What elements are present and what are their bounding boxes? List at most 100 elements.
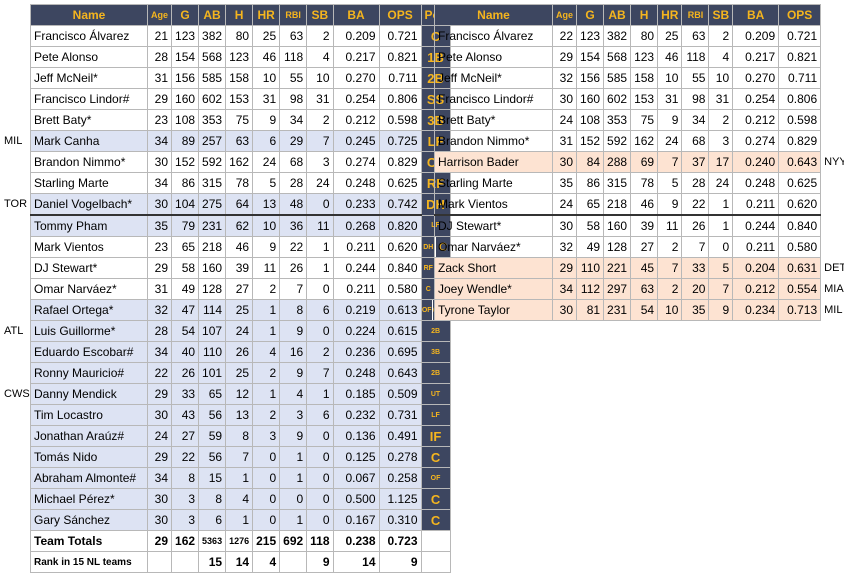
player-h: 7	[225, 446, 254, 468]
player-sb: 7	[306, 130, 334, 152]
player-row: Francisco Lindor# 30 160 602 153 31 98 31 0.254 0…	[434, 88, 822, 110]
player-ba: 0.211	[732, 236, 780, 258]
player-ba: 0.270	[332, 67, 380, 89]
player-g: 86	[576, 172, 605, 194]
player-g: 8	[171, 467, 200, 489]
player-h: 27	[630, 236, 659, 258]
player-ops: 0.711	[778, 67, 822, 89]
col-ba-header: BA	[732, 4, 780, 26]
player-g: 3	[171, 509, 200, 531]
rank-h: 14	[225, 551, 254, 573]
player-sb: 0	[306, 425, 334, 447]
header-row: Name Age G AB H HR RBI SB BA OPS	[434, 4, 822, 26]
player-ops: 0.598	[378, 109, 422, 131]
totals-sb: 118	[306, 530, 334, 552]
player-ba: 0.248	[332, 362, 380, 384]
player-row: Tyrone Taylor 30 81 231 54 10 35 9 0.234 0.713	[434, 299, 822, 321]
player-ab: 585	[603, 67, 632, 89]
player-g: 108	[576, 109, 605, 131]
player-rbi: 26	[681, 214, 710, 237]
player-hr: 5	[657, 172, 683, 194]
player-rbi: 4	[279, 383, 308, 405]
player-ops: 0.829	[778, 130, 822, 152]
player-ab: 382	[603, 25, 632, 47]
player-row: Mark Canha 34 89 257 63 6 29 7 0.245 0.725 LF	[30, 130, 451, 152]
player-age: 30	[551, 151, 578, 173]
player-ops: 0.598	[778, 109, 822, 131]
player-ab: 101	[198, 362, 227, 384]
player-rbi: 68	[681, 130, 710, 152]
col-age-header: Age	[146, 4, 173, 26]
player-hr: 3	[252, 425, 281, 447]
player-h: 64	[225, 193, 254, 216]
player-g: 84	[576, 151, 605, 173]
player-ops: 0.258	[378, 467, 422, 489]
player-sb: 0	[306, 278, 334, 300]
player-ops: 0.806	[778, 88, 822, 110]
player-ba: 0.248	[332, 172, 380, 194]
player-ba: 0.217	[732, 46, 780, 68]
player-g: 58	[171, 257, 200, 279]
player-g: 3	[171, 488, 200, 510]
player-ab: 585	[198, 67, 227, 89]
player-row: Starling Marte 35 86 315 78 5 28 24 0.248 0.625	[434, 172, 822, 194]
player-row: Mark Vientos 24 65 218 46 9 22 1 0.211 0.620	[434, 193, 822, 216]
col-h-header: H	[225, 4, 254, 26]
player-row: Pete Alonso 29 154 568 123 46 118 4 0.217 0.821	[434, 46, 822, 68]
player-age: 30	[551, 214, 578, 237]
position-small: RF	[423, 264, 433, 272]
col-ba-header: BA	[332, 4, 380, 26]
player-age: 32	[146, 299, 173, 321]
player-hr: 25	[252, 25, 281, 47]
player-ba: 0.067	[332, 467, 380, 489]
player-hr: 11	[657, 214, 683, 237]
player-row: Brandon Nimmo* 31 152 592 162 24 68 3 0.274 0.829	[434, 130, 822, 152]
player-ops: 0.721	[378, 25, 422, 47]
player-rbi: 7	[681, 236, 710, 258]
player-rbi: 16	[279, 341, 308, 363]
player-row: Gary Sánchez 30 3 6 1 0 1 0 0.167 0.310 C	[30, 509, 451, 531]
player-ab: 602	[198, 88, 227, 110]
player-g: 40	[171, 341, 200, 363]
player-row: Omar Narváez* 32 49 128 27 2 7 0 0.211 0.580	[434, 236, 822, 258]
player-row: Brett Baty* 24 108 353 75 9 34 2 0.212 0.598	[434, 109, 822, 131]
player-ops: 0.625	[778, 172, 822, 194]
player-hr: 0	[252, 509, 281, 531]
player-ba: 0.236	[332, 341, 380, 363]
player-age: 29	[146, 257, 173, 279]
player-rbi: 63	[681, 25, 710, 47]
player-hr: 10	[252, 214, 281, 237]
position-small: C	[425, 285, 431, 293]
player-sb: 6	[306, 404, 334, 426]
player-h: 62	[225, 214, 254, 237]
position-small: OF	[421, 306, 432, 314]
col-h-header: H	[630, 4, 659, 26]
player-ab: 297	[603, 278, 632, 300]
player-h: 162	[225, 151, 254, 173]
player-sb: 11	[306, 214, 334, 237]
player-name: Tomás Nido	[30, 446, 148, 468]
player-hr: 1	[252, 383, 281, 405]
player-hr: 2	[252, 404, 281, 426]
player-g: 81	[576, 299, 605, 321]
player-age: 29	[146, 446, 173, 468]
player-ba: 0.219	[332, 299, 380, 321]
player-g: 104	[171, 193, 200, 216]
player-ba: 0.240	[732, 151, 780, 173]
col-sb-header: SB	[306, 4, 334, 26]
player-ab: 218	[603, 193, 632, 216]
player-ab: 568	[603, 46, 632, 68]
player-h: 123	[225, 46, 254, 68]
player-sb: 0	[306, 488, 334, 510]
player-h: 78	[630, 172, 659, 194]
position-badge: 2B	[420, 362, 451, 384]
player-age: 30	[146, 509, 173, 531]
player-ba: 0.136	[332, 425, 380, 447]
player-age: 24	[146, 425, 173, 447]
player-h: 54	[630, 299, 659, 321]
player-sb: 2	[306, 109, 334, 131]
player-ops: 0.643	[778, 151, 822, 173]
player-g: 49	[171, 278, 200, 300]
player-name: Mark Vientos	[434, 193, 553, 216]
player-hr: 2	[252, 362, 281, 384]
